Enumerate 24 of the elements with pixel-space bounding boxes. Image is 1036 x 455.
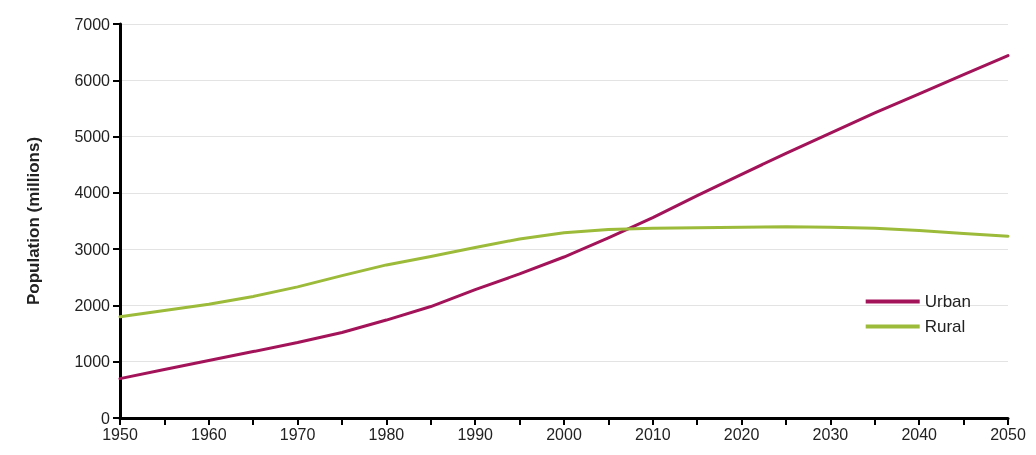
x-tick-label: 1970	[279, 425, 316, 443]
x-tick-label: 2050	[990, 425, 1026, 443]
y-tick-label: 4000	[74, 184, 111, 202]
x-tick-label: 1980	[368, 425, 405, 443]
y-tick-label: 6000	[74, 71, 111, 89]
x-tick-label: 2020	[723, 425, 760, 443]
x-tick-label: 2000	[546, 425, 582, 443]
x-tick-label: 2040	[901, 425, 938, 443]
y-tick-label: 5000	[74, 128, 111, 146]
y-tick-label: 7000	[74, 15, 111, 33]
line-series	[118, 225, 1010, 319]
legend-label: Urban	[924, 292, 972, 311]
y-tick-label: 3000	[74, 240, 111, 258]
x-tick-label: 1960	[191, 425, 227, 443]
legend-label: Rural	[924, 317, 966, 336]
y-tick-label: 0	[101, 409, 111, 427]
line-series	[118, 54, 1010, 381]
y-tick-label: 2000	[74, 296, 111, 314]
x-tick-label: 1950	[102, 425, 138, 443]
x-tick-label: 2030	[812, 425, 849, 443]
y-axis-title: Population (millions)	[24, 136, 43, 306]
y-tick-label: 1000	[74, 353, 111, 371]
x-tick-label: 1990	[457, 425, 494, 443]
x-tick-label: 2010	[635, 425, 671, 443]
